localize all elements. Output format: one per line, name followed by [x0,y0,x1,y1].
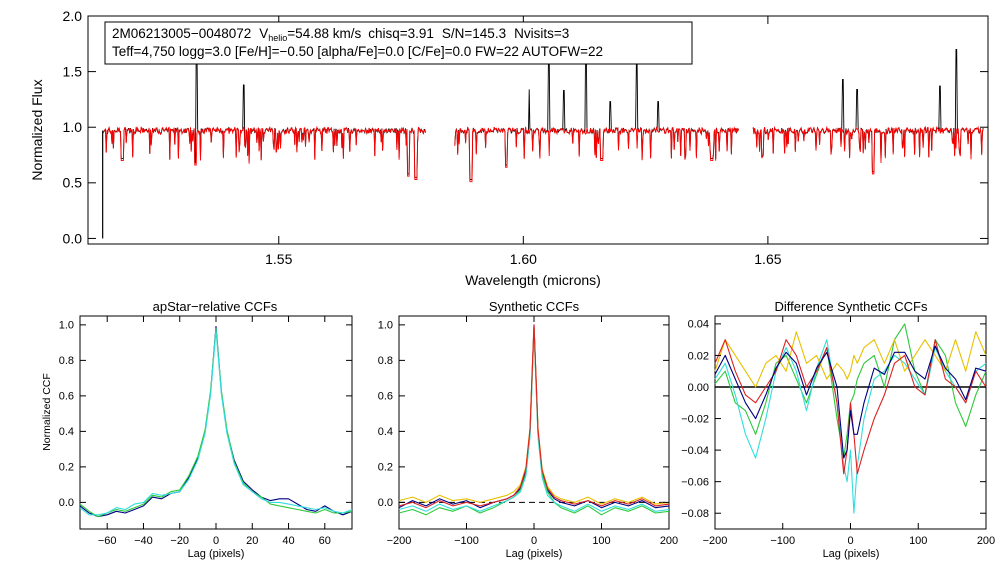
x-tick-label: −40 [134,535,153,547]
y-tick-label: 2.0 [63,8,83,24]
apstar-ccf-ylabel: Normalized CCF [41,373,53,451]
x-tick-label: 0 [213,535,219,547]
synthetic-ccf-axes: −200 −100 0 100 200 0.0 0.2 0.4 0.6 0.8 1.0 [378,316,678,547]
y-tick-label: 0.8 [378,355,393,367]
x-tick-label: 0 [847,535,853,547]
apstar-ccf-axes: −60 −40 −20 0 20 40 60 0.0 0.2 0.4 0.6 0.8 1.0 [59,316,352,547]
spectrum-panel: 1.55 1.60 1.65 0.0 0.5 1.0 1.5 2.0 2M06213005−0… [29,8,989,288]
y-tick-label: 0.00 [688,382,709,394]
nvisits: Nvisits=3 [514,26,569,41]
y-tick-label: 0.04 [688,319,709,331]
y-tick-label: 0.6 [59,391,74,403]
apstar-ccf-panel: apStar−relative CCFs −60 −40 −20 0 20 40 60 0.0… [41,299,353,560]
y-tick-label: 1.5 [63,64,83,80]
x-tick-label: 1.55 [265,251,292,267]
vhelio-subscript: helio [268,33,287,43]
y-tick-label: −0.08 [681,508,709,520]
spectrum-axes: 1.55 1.60 1.65 0.0 0.5 1.0 1.5 2.0 [63,8,988,267]
model-spectrum-red-chip [752,125,984,175]
y-tick-label: 0.0 [63,230,83,246]
x-tick-label: 40 [282,535,294,547]
ccf-series-visit-4 [398,324,670,509]
x-tick-label: −200 [703,535,728,547]
y-tick-label: 0.0 [59,497,74,509]
synthetic-ccf-lines [398,324,670,516]
difference-ccf-axes: −200 −100 0 100 200 0.04 0.02 0.00 −0.02 −0.04 −0.… [681,316,995,547]
chisq: chisq=3.91 [368,26,434,41]
model-spectrum-green-chip [454,126,739,183]
difference-ccf-xlabel: Lag (pixels) [823,548,880,560]
synthetic-ccf-panel: Synthetic CCFs −200 −100 0 100 200 0.0 0.2 0.4 0… [378,299,678,560]
x-tick-label: 0 [531,535,537,547]
synthetic-ccf-title: Synthetic CCFs [489,299,580,314]
spectrum-ylabel: Normalized Flux [29,79,45,180]
spectrum-frame [87,15,989,245]
x-tick-label: −20 [170,535,189,547]
apstar-ccf-title: apStar−relative CCFs [153,299,278,314]
y-tick-label: −0.02 [681,413,709,425]
y-tick-label: 0.02 [688,350,709,362]
x-tick-label: −200 [387,535,412,547]
x-tick-label: 1.65 [754,251,781,267]
y-tick-label: 1.0 [59,320,74,332]
ccf-series-combined [714,345,987,459]
y-tick-label: 0.6 [378,391,393,403]
x-tick-label: 20 [246,535,258,547]
apstar-ccf-xlabel: Lag (pixels) [188,548,245,560]
difference-ccf-title: Difference Synthetic CCFs [775,299,928,314]
x-tick-label: −100 [454,535,479,547]
star-id: 2M06213005−0048072 [112,26,251,41]
y-tick-label: −0.04 [681,445,709,457]
difference-ccf-lines [714,323,987,514]
x-tick-label: −60 [98,535,117,547]
x-tick-label: 1.60 [510,251,537,267]
y-tick-label: 1.0 [378,320,393,332]
model-spectrum-blue-chip [102,125,426,180]
x-tick-label: 200 [660,535,678,547]
y-tick-label: 0.8 [59,355,74,367]
x-tick-label: 100 [909,535,927,547]
ccf-series-visit-2 [79,329,353,516]
vhelio-value: =54.88 km/s [287,26,361,41]
x-tick-label: 60 [319,535,331,547]
ccf-series-visit-3 [714,331,987,388]
ccf-series-visit-1 [79,327,353,518]
y-tick-label: 0.2 [378,462,393,474]
vhelio-v: V [259,26,268,41]
x-tick-label: 200 [977,535,995,547]
y-tick-label: 0.0 [378,497,393,509]
spectrum-xlabel: Wavelength (microns) [465,272,601,288]
x-tick-label: −100 [770,535,795,547]
spectrum-lines [102,45,984,239]
y-tick-label: 1.0 [63,119,83,135]
ccf-series-visit-4 [714,339,987,475]
info-box-frame [104,21,693,65]
synthetic-ccf-xlabel: Lag (pixels) [506,548,563,560]
info-line-1: 2M06213005−0048072 Vhelio=54.88 km/s chisq… [112,26,569,43]
y-tick-label: 0.2 [59,462,74,474]
difference-ccf-panel: Difference Synthetic CCFs −200 −100 0 100 20… [681,299,995,560]
y-tick-label: 0.4 [378,426,393,438]
apstar-ccf-lines [79,326,353,518]
ccf-series-combined [79,326,353,518]
y-tick-label: 0.5 [63,175,83,191]
x-tick-label: 100 [592,535,610,547]
y-tick-label: −0.06 [681,477,709,489]
y-tick-label: 0.4 [59,426,74,438]
info-line-2: Teff=4,750 logg=3.0 [Fe/H]=−0.50 [alpha/… [112,44,603,59]
spectrum-info-box: 2M06213005−0048072 Vhelio=54.88 km/s chisq… [104,21,693,65]
snr: S/N=145.3 [442,26,506,41]
